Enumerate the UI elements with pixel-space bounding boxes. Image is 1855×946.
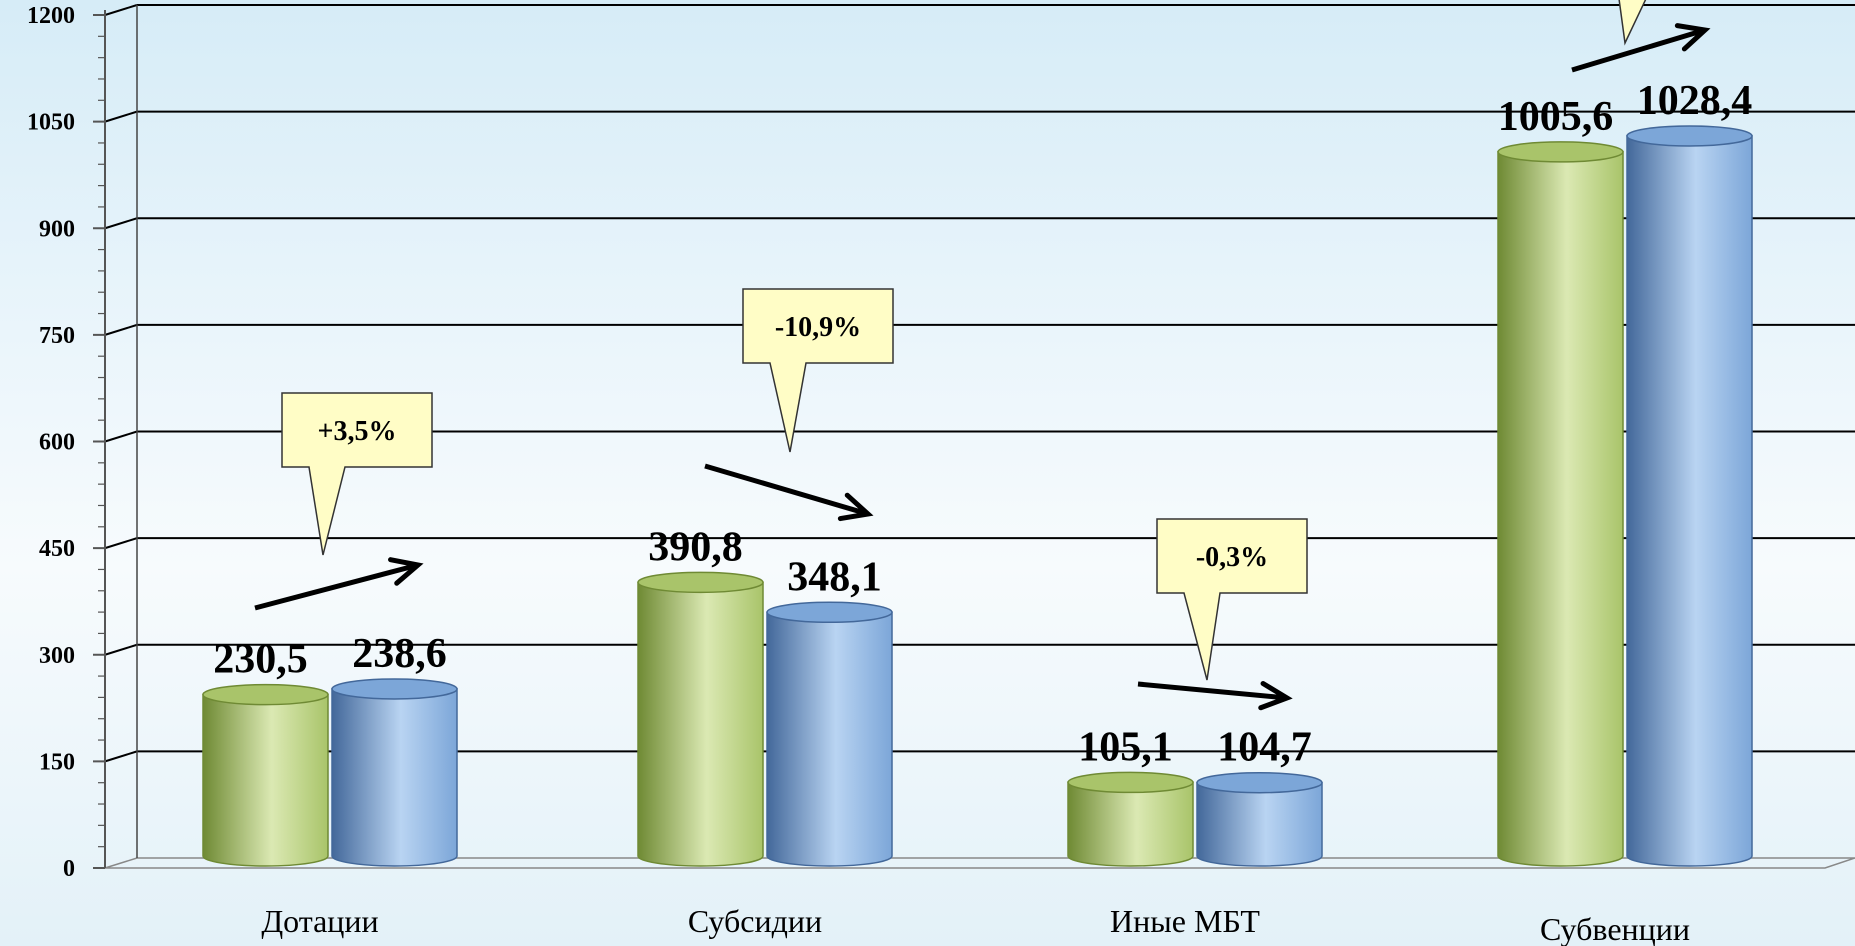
callout-text: -10,9% [775,312,861,343]
gridline-side [104,537,138,550]
y-tick-label: 900 [39,216,75,242]
chart-floor [104,857,1855,869]
category-label: Иные МБТ [1110,903,1260,939]
data-label: 1005,6 [1498,94,1614,140]
y-tick-label: 1050 [27,110,75,136]
callout-box [281,392,433,556]
y-tick-label: 450 [39,536,75,562]
y-tick-label: 300 [39,643,75,669]
callout-box [1618,0,1647,46]
value-labels: 230,5 238,6 390,8 348,1 105,1 104,7 1005,6 1028… [213,78,1752,771]
trend-arrow [704,463,869,517]
callout-box [1156,518,1308,681]
y-axis: 0 150 300 450 600 750 900 1050 1200 [27,3,106,882]
gridline-side [104,643,138,656]
bar [766,611,893,867]
callout-box [742,288,894,453]
trend-arrow-head [388,557,424,586]
bars-layer [202,125,1753,867]
gridline-side [104,750,138,763]
bar [1626,135,1753,867]
bar [202,693,329,867]
bar [637,581,764,867]
y-tick-label: 750 [39,323,75,349]
trend-arrow-head [1258,681,1293,711]
bar [331,688,458,867]
bar-top [766,601,893,624]
gridline-side [104,217,138,230]
bar-top [202,683,329,706]
bar-top [1196,771,1323,794]
data-label: 348,1 [787,554,882,600]
category-label: Дотации [261,903,378,939]
category-label: Субвенции [1540,911,1690,946]
trend-arrow-head [837,492,874,522]
data-label: 238,6 [352,631,447,677]
trend-arrow [254,562,419,611]
annotations: +3,5% -10,9% -0,3% [254,0,1711,711]
data-label: 1028,4 [1637,78,1753,124]
trend-arrow [1571,27,1706,73]
bar-top [1067,771,1194,794]
bar [1196,781,1323,867]
data-label: 230,5 [213,637,308,683]
data-label: 104,7 [1217,725,1312,771]
bar-top [1497,141,1624,163]
gridline-side [104,323,138,336]
callout-text: -0,3% [1196,542,1268,573]
trend-arrow [1137,681,1288,701]
category-label: Субсидии [688,903,822,939]
grid-layer [104,4,1855,869]
gridline-side [104,430,138,443]
category-labels: Дотации Субсидии Иные МБТ Субвенции [261,903,1690,946]
y-tick-label: 0 [63,856,75,882]
y-tick-label: 150 [39,749,75,775]
y-tick-label: 1200 [27,3,75,29]
bar-top [1626,125,1753,147]
callout-text: +3,5% [318,416,397,447]
bar [1067,781,1194,867]
y-tick-label: 600 [39,430,75,456]
bar [1497,151,1624,867]
bar-top [637,571,764,594]
data-label: 105,1 [1078,724,1173,770]
gridline-side [104,4,138,16]
trend-arrow-head [1674,23,1711,52]
gridline-side [104,110,138,123]
data-label: 390,8 [648,524,743,570]
bar-top [331,678,458,700]
